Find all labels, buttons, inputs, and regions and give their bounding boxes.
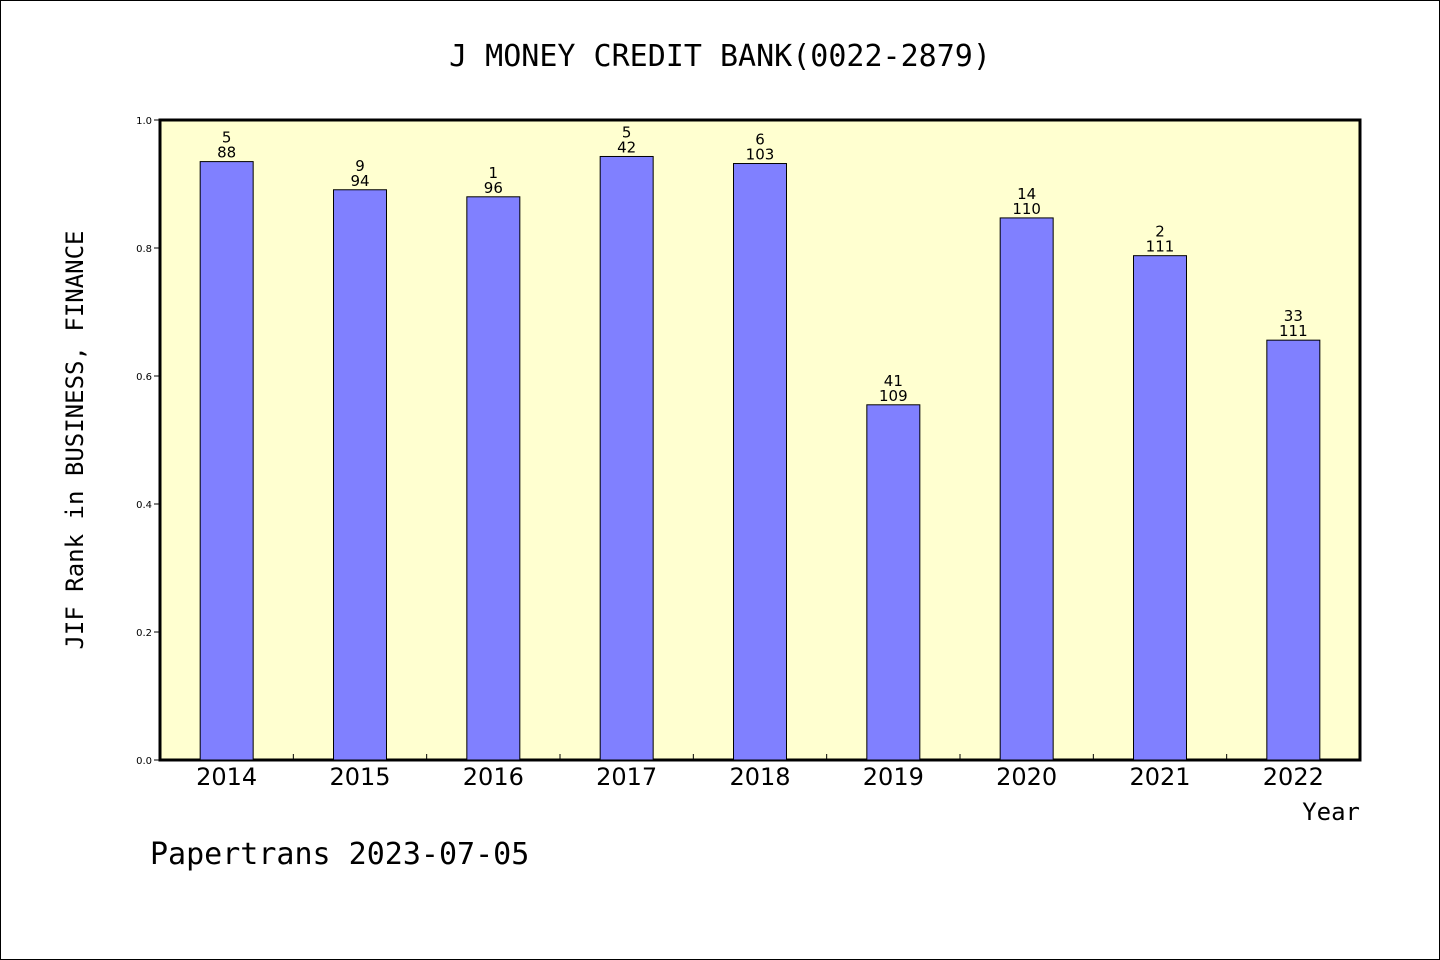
bar-rank-label: 5 bbox=[622, 123, 632, 141]
bar-total-label: 111 bbox=[1279, 322, 1308, 340]
chart-title: J MONEY CREDIT BANK(0022-2879) bbox=[449, 39, 991, 74]
x-tick-label: 2016 bbox=[463, 763, 524, 791]
bar-total-label: 96 bbox=[484, 179, 503, 197]
x-tick-label: 2014 bbox=[196, 763, 257, 791]
bar-total-label: 88 bbox=[217, 144, 236, 162]
bar-2019 bbox=[866, 404, 921, 761]
y-axis: 0.0 0.2 0.4 0.6 0.8 1.0 bbox=[136, 116, 160, 767]
x-tick-label: 2022 bbox=[1263, 763, 1324, 791]
bar-2020 bbox=[999, 217, 1054, 761]
bar-rank-label: 5 bbox=[222, 129, 232, 147]
bar-2015 bbox=[333, 189, 387, 761]
bar-rank-label: 41 bbox=[884, 372, 903, 390]
bar-2018 bbox=[733, 163, 787, 761]
bar-2021 bbox=[1133, 255, 1187, 761]
bar-total-label: 111 bbox=[1146, 238, 1175, 256]
bar-rank-label: 14 bbox=[1017, 185, 1036, 203]
bar-total-label: 109 bbox=[879, 387, 908, 405]
bar-rank-label: 6 bbox=[755, 131, 765, 149]
y-tick-label: 0.8 bbox=[136, 244, 152, 255]
y-tick-label: 0.2 bbox=[136, 628, 152, 639]
bar-total-label: 110 bbox=[1012, 200, 1041, 218]
x-tick-label: 2017 bbox=[596, 763, 657, 791]
bar-total-label: 42 bbox=[617, 138, 636, 156]
y-tick-label: 0.0 bbox=[136, 756, 152, 767]
bar-2017 bbox=[599, 155, 654, 761]
bar-total-label: 103 bbox=[746, 146, 775, 164]
x-tick-label: 2020 bbox=[996, 763, 1057, 791]
y-tick-label: 0.4 bbox=[136, 500, 152, 511]
y-tick-label: 0.6 bbox=[136, 372, 152, 383]
bar-2022 bbox=[1266, 339, 1321, 761]
bar-rank-label: 9 bbox=[355, 157, 365, 175]
x-axis-title: Year bbox=[1302, 798, 1360, 826]
bar-2014 bbox=[199, 161, 254, 761]
x-axis: 2014 2015 2016 2017 2018 2019 2020 2021 2022 bbox=[196, 754, 1324, 791]
x-tick-label: 2019 bbox=[863, 763, 924, 791]
bar-total-label: 94 bbox=[350, 172, 369, 190]
x-tick-label: 2018 bbox=[729, 763, 790, 791]
bar-rank-label: 2 bbox=[1155, 223, 1165, 241]
bar-rank-label: 1 bbox=[489, 164, 499, 182]
y-axis-title: JIF Rank in BUSINESS, FINANCE bbox=[61, 230, 89, 649]
bar-rank-label: 33 bbox=[1284, 307, 1303, 325]
footer-text: Papertrans 2023-07-05 bbox=[150, 837, 529, 872]
y-tick-label: 1.0 bbox=[136, 116, 152, 127]
bar-2016 bbox=[466, 196, 521, 761]
x-tick-label: 2021 bbox=[1129, 763, 1190, 791]
x-tick-label: 2015 bbox=[329, 763, 390, 791]
